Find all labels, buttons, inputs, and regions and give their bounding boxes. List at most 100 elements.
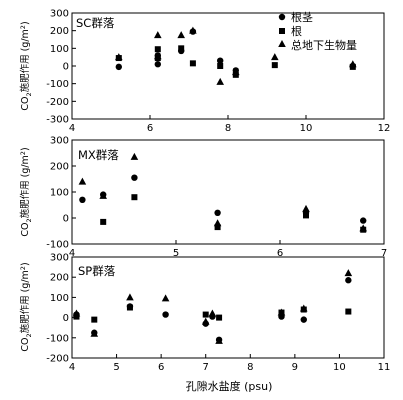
root-point <box>217 63 224 69</box>
y-tick-label: -200 <box>46 97 69 108</box>
x-tick-label: 4 <box>69 362 75 373</box>
panel-mx: MX群落 4 5 6 7 -100 0 100 200 300 <box>46 136 387 260</box>
total-biomass-point <box>154 31 162 39</box>
x-tick-label: 7 <box>381 248 387 259</box>
rhizome-point <box>154 61 161 68</box>
total-biomass-point <box>201 317 210 325</box>
x-tick-label: 6 <box>147 123 153 134</box>
svg-text:CO2施肥作用 (g/m2): CO2施肥作用 (g/m2) <box>19 147 33 236</box>
y-tick-label: -100 <box>46 333 69 344</box>
total-biomass-point <box>72 309 81 317</box>
group-label: SC群落 <box>76 16 115 30</box>
total-biomass-point <box>215 336 223 344</box>
y-tick-label: -100 <box>46 240 69 251</box>
x-tick-label: 9 <box>292 362 298 373</box>
total-biomass-point <box>130 152 139 160</box>
legend-triangle-marker <box>278 40 286 47</box>
total-biomass-point <box>99 191 107 199</box>
x-tick-label: 8 <box>247 362 253 373</box>
x-tick-label: 5 <box>173 248 179 259</box>
rhizome-point <box>217 57 224 64</box>
legend-label: 根茎 <box>291 10 313 24</box>
svg-text:CO2施肥作用 (g/m2): CO2施肥作用 (g/m2) <box>19 262 33 351</box>
total-biomass-point <box>213 219 222 227</box>
root-point <box>73 313 80 320</box>
rhizome-point <box>162 311 169 318</box>
total-biomass-point <box>216 77 224 85</box>
total-biomass-point <box>232 68 240 76</box>
legend-square-marker <box>279 28 285 34</box>
x-tick-label: 10 <box>333 362 346 373</box>
legend: 根茎 根 总地下生物量 <box>278 10 357 52</box>
root-point <box>131 194 138 201</box>
rhizome-point <box>79 196 86 203</box>
root-point <box>271 62 278 69</box>
legend-label: 总地下生物量 <box>291 38 357 52</box>
root-point <box>154 46 161 53</box>
total-biomass-point <box>277 308 286 316</box>
total-biomass-point <box>189 26 197 34</box>
y-tick-label: 300 <box>50 136 69 147</box>
y-tick-label: 300 <box>50 9 69 20</box>
legend-label: 根 <box>291 24 302 38</box>
total-biomass-point <box>161 294 170 302</box>
panel-sp: SP群落 4 5 6 7 8 9 10 11 -200 -100 0 100 200 300 <box>46 253 390 374</box>
total-biomass-point <box>154 52 162 60</box>
y-axis-label: CO2施肥作用 (g/m2) <box>19 21 33 110</box>
rhizome-point <box>300 316 307 323</box>
total-biomass-point <box>78 177 87 185</box>
x-tick-label: 4 <box>69 123 75 134</box>
x-tick-label: 10 <box>300 123 313 134</box>
y-axis-label: CO2施肥作用 (g/m2) <box>19 262 33 351</box>
y-tick-label: 100 <box>50 293 69 304</box>
panel-sc: SC群落 4 6 8 10 12 -300 -200 -100 0 100 200 300 <box>46 9 390 135</box>
x-axis-label: 孔隙水盐度 (psu) <box>186 379 273 393</box>
y-tick-label: 200 <box>50 162 69 173</box>
root-point <box>202 311 209 318</box>
svg-text:CO2施肥作用 (g/m2): CO2施肥作用 (g/m2) <box>19 21 33 110</box>
x-tick-label: 4 <box>69 248 75 259</box>
y-tick-label: 0 <box>63 313 69 324</box>
total-biomass-point <box>126 293 134 301</box>
root-point <box>303 212 309 219</box>
rhizome-point <box>214 209 221 216</box>
rhizome-point <box>345 277 352 284</box>
root-point <box>178 45 185 52</box>
group-label: MX群落 <box>78 148 119 162</box>
total-biomass-point <box>90 329 99 337</box>
root-point <box>345 308 352 315</box>
y-tick-label: 300 <box>50 253 69 264</box>
total-biomass-point <box>271 53 279 61</box>
y-tick-label: 0 <box>63 214 69 225</box>
x-tick-label: 7 <box>203 362 209 373</box>
y-tick-label: 100 <box>50 188 69 199</box>
total-biomass-point <box>299 304 308 312</box>
x-tick-label: 6 <box>158 362 164 373</box>
group-label: SP群落 <box>78 264 116 278</box>
total-biomass-point <box>115 53 123 61</box>
root-point <box>126 304 133 311</box>
total-biomass-point <box>208 309 217 317</box>
rhizome-point <box>131 174 138 181</box>
x-tick-label: 5 <box>113 362 119 373</box>
y-tick-label: -300 <box>46 115 69 126</box>
y-tick-label: -200 <box>46 354 69 365</box>
total-biomass-point <box>359 224 367 232</box>
y-tick-label: 100 <box>50 44 69 55</box>
y-tick-label: 0 <box>63 62 69 73</box>
root-point <box>91 316 98 323</box>
y-tick-label: -100 <box>46 79 69 90</box>
root-point <box>189 60 196 67</box>
y-tick-label: 200 <box>50 273 69 284</box>
root-point <box>100 218 107 225</box>
x-tick-label: 6 <box>277 248 283 259</box>
rhizome-point <box>360 217 367 224</box>
x-tick-label: 12 <box>378 123 391 134</box>
rhizome-point <box>115 63 123 71</box>
total-biomass-point <box>302 204 310 212</box>
y-tick-label: 200 <box>50 26 69 37</box>
x-tick-label: 11 <box>378 362 391 373</box>
legend-circle-marker <box>278 13 286 21</box>
total-biomass-point <box>349 60 357 68</box>
